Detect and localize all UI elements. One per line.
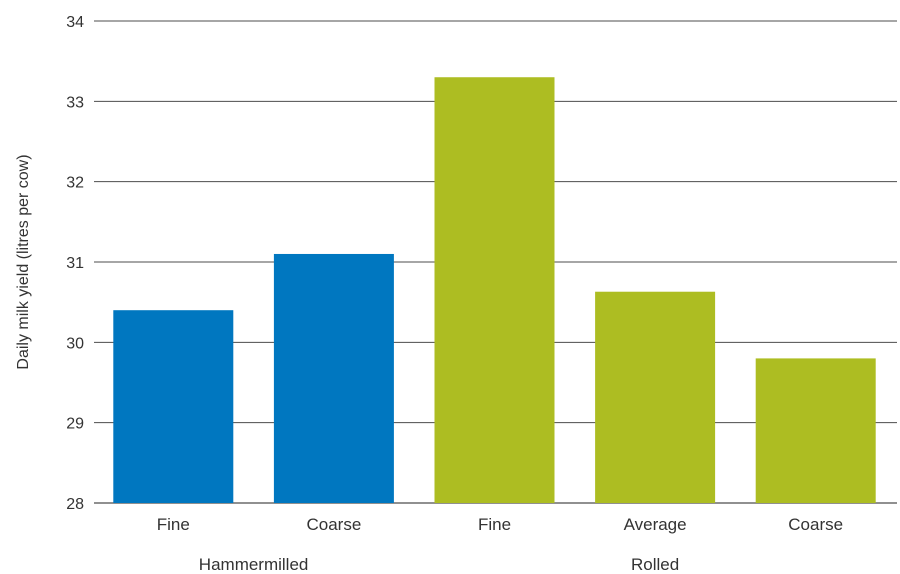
x-tick-label: Fine (478, 515, 511, 534)
y-tick-label: 29 (66, 416, 84, 433)
x-tick-label: Coarse (788, 515, 843, 534)
y-tick-label: 31 (66, 255, 84, 272)
y-tick-label: 28 (66, 496, 84, 513)
bar (595, 291, 716, 503)
group-labels: Hammermilled Rolled (199, 555, 679, 574)
bar (273, 253, 394, 503)
x-tick-label: Coarse (306, 515, 361, 534)
x-tick-label: Fine (157, 515, 190, 534)
group-label: Rolled (631, 555, 679, 574)
y-axis-title: Daily milk yield (litres per cow) (15, 154, 32, 369)
bar (755, 358, 876, 503)
bar (434, 77, 555, 503)
y-tick-label: 32 (66, 175, 84, 192)
y-tick-label: 34 (66, 14, 84, 31)
y-tick-label: 30 (66, 335, 84, 352)
group-label: Hammermilled (199, 555, 309, 574)
bar (113, 310, 234, 503)
y-tick-label: 33 (66, 94, 84, 111)
y-axis-ticks: 28 29 30 31 32 33 34 (66, 14, 84, 513)
bars (113, 77, 876, 503)
x-tick-label: Average (624, 515, 687, 534)
x-axis-labels: Fine Coarse Fine Average Coarse (157, 515, 843, 534)
